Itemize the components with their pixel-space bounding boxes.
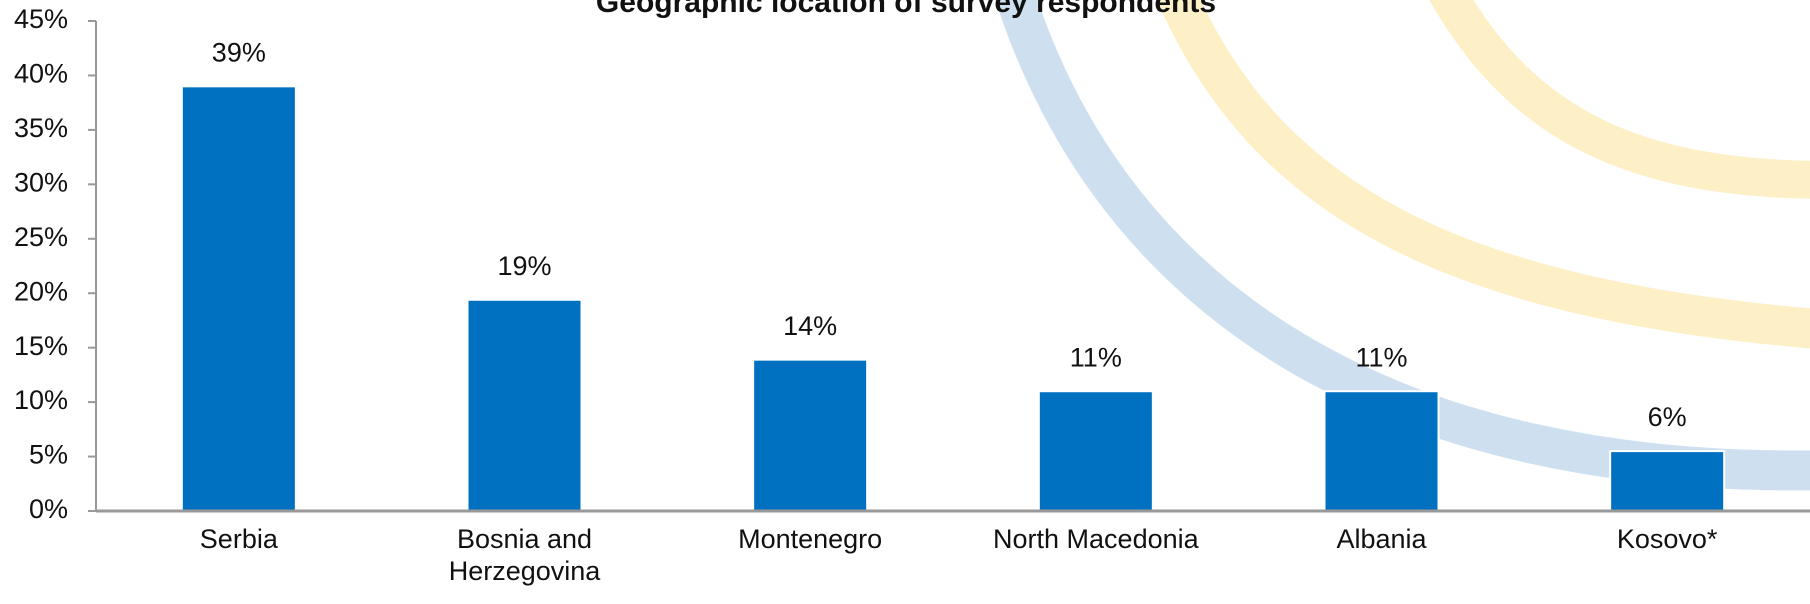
y-tick-label: 30% [14,167,68,197]
value-label: 6% [1648,402,1687,432]
y-tick-label: 35% [14,113,68,143]
x-tick-label: North Macedonia [966,523,1226,555]
value-label: 11% [1355,342,1407,372]
chart: Geographic location of survey respondent… [0,0,1810,604]
bar [753,360,867,511]
y-tick-label: 40% [14,59,68,89]
x-tick-label: Montenegro [680,523,940,555]
y-tick-label: 15% [14,331,68,361]
bar [1325,391,1439,511]
bar [1039,391,1153,511]
y-tick-label: 25% [14,222,68,252]
bar [468,300,582,511]
value-label: 39% [212,37,266,67]
x-tick-label: Kosovo* [1537,523,1797,555]
value-label: 14% [783,311,837,341]
y-tick-label: 10% [14,385,68,415]
y-tick-label: 5% [29,440,68,470]
y-tick-label: 0% [29,494,68,524]
value-label: 11% [1070,342,1122,372]
bar [1610,451,1724,511]
yellow-arc [1440,0,1810,180]
x-tick-label: Albania [1252,523,1512,555]
bar [182,86,296,511]
chart-title: Geographic location of survey respondent… [596,0,1216,19]
y-tick-label: 20% [14,276,68,306]
chart-svg: Geographic location of survey respondent… [0,0,1810,604]
value-label: 19% [497,251,551,281]
y-tick-label: 45% [14,4,68,34]
x-tick-label: Serbia [109,523,369,555]
x-tick-label: Bosnia and Herzegovina [395,523,655,587]
